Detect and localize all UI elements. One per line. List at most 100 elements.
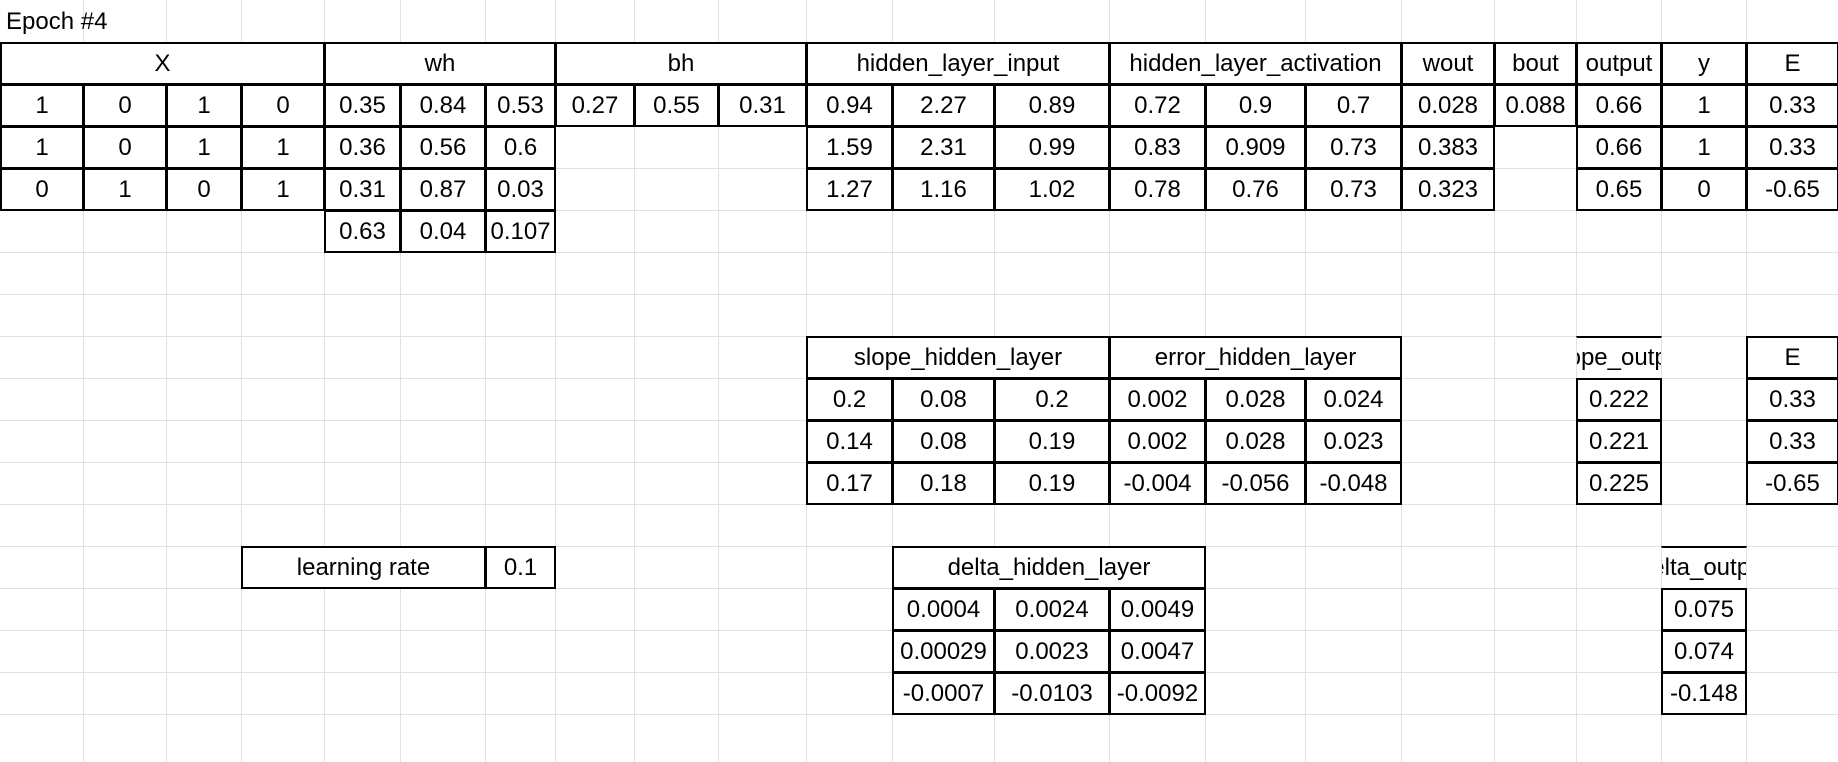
hidden-input-value-cell[interactable]: 0.89 [994,84,1110,127]
slope-output-value-cell[interactable]: 0.221 [1576,420,1662,463]
hidden-input-value-cell[interactable]: 0.94 [806,84,893,127]
delta-output-value-cell[interactable]: 0.075 [1661,588,1747,631]
slope-output-value-cell[interactable]: 0.222 [1576,378,1662,421]
delta-output-value-cell[interactable]: -0.148 [1661,672,1747,715]
header-slope-hidden-layer[interactable]: slope_hidden_layer [806,336,1110,379]
bout-value-cell[interactable]: 0.088 [1494,84,1577,127]
slope-hidden-value-cell[interactable]: 0.2 [994,378,1110,421]
error-hidden-value-cell[interactable]: -0.056 [1205,462,1306,505]
header-hidden-layer-activation[interactable]: hidden_layer_activation [1109,42,1402,85]
slope-hidden-value-cell[interactable]: 0.18 [892,462,995,505]
wh-value-cell[interactable]: 0.63 [324,210,401,253]
e-value-cell[interactable]: -0.65 [1746,168,1838,211]
wh-value-cell[interactable]: 0.84 [400,84,486,127]
output-value-cell[interactable]: 0.66 [1576,126,1662,169]
error-hidden-value-cell[interactable]: 0.002 [1109,378,1206,421]
wout-value-cell[interactable]: 0.323 [1401,168,1495,211]
x-value-cell[interactable]: 1 [166,84,242,127]
wh-value-cell[interactable]: 0.6 [485,126,556,169]
header-output[interactable]: output [1576,42,1662,85]
delta-hidden-value-cell[interactable]: -0.0092 [1109,672,1206,715]
delta-hidden-value-cell[interactable]: -0.0103 [994,672,1110,715]
delta-hidden-value-cell[interactable]: 0.0047 [1109,630,1206,673]
hidden-input-value-cell[interactable]: 1.59 [806,126,893,169]
hidden-input-value-cell[interactable]: 0.99 [994,126,1110,169]
delta-output-value-cell[interactable]: 0.074 [1661,630,1747,673]
wh-value-cell[interactable]: 0.56 [400,126,486,169]
wh-value-cell[interactable]: 0.35 [324,84,401,127]
error-hidden-value-cell[interactable]: 0.024 [1305,378,1402,421]
wout-value-cell[interactable]: 0.383 [1401,126,1495,169]
wh-value-cell[interactable]: 0.87 [400,168,486,211]
header-error-hidden-layer[interactable]: error_hidden_layer [1109,336,1402,379]
delta-hidden-value-cell[interactable]: -0.0007 [892,672,995,715]
e-copy-value-cell[interactable]: 0.33 [1746,378,1838,421]
delta-hidden-value-cell[interactable]: 0.0023 [994,630,1110,673]
slope-hidden-value-cell[interactable]: 0.19 [994,420,1110,463]
error-hidden-value-cell[interactable]: 0.002 [1109,420,1206,463]
error-hidden-value-cell[interactable]: 0.028 [1205,378,1306,421]
header-wout[interactable]: wout [1401,42,1495,85]
hidden-activation-value-cell[interactable]: 0.72 [1109,84,1206,127]
wh-value-cell[interactable]: 0.36 [324,126,401,169]
wout-value-cell[interactable]: 0.028 [1401,84,1495,127]
bh-value-cell[interactable]: 0.31 [718,84,807,127]
hidden-activation-value-cell[interactable]: 0.83 [1109,126,1206,169]
sheet-title-cell[interactable]: Epoch #4 [6,7,108,35]
header-bh[interactable]: bh [555,42,807,85]
output-value-cell[interactable]: 0.65 [1576,168,1662,211]
wh-value-cell[interactable]: 0.04 [400,210,486,253]
error-hidden-value-cell[interactable]: -0.004 [1109,462,1206,505]
hidden-input-value-cell[interactable]: 1.02 [994,168,1110,211]
x-value-cell[interactable]: 0 [83,126,167,169]
delta-hidden-value-cell[interactable]: 0.00029 [892,630,995,673]
x-value-cell[interactable]: 1 [241,126,325,169]
learning-rate-value[interactable]: 0.1 [485,546,556,589]
header-bout[interactable]: bout [1494,42,1577,85]
header-delta-output[interactable]: delta_output [1661,546,1747,589]
hidden-activation-value-cell[interactable]: 0.9 [1205,84,1306,127]
slope-hidden-value-cell[interactable]: 0.17 [806,462,893,505]
x-value-cell[interactable]: 1 [0,84,84,127]
y-value-cell[interactable]: 0 [1661,168,1747,211]
error-hidden-value-cell[interactable]: -0.048 [1305,462,1402,505]
header-slope-output[interactable]: slope_output [1576,336,1662,379]
hidden-activation-value-cell[interactable]: 0.73 [1305,126,1402,169]
slope-hidden-value-cell[interactable]: 0.19 [994,462,1110,505]
delta-hidden-value-cell[interactable]: 0.0049 [1109,588,1206,631]
bh-value-cell[interactable]: 0.27 [555,84,635,127]
hidden-activation-value-cell[interactable]: 0.909 [1205,126,1306,169]
slope-hidden-value-cell[interactable]: 0.2 [806,378,893,421]
x-value-cell[interactable]: 1 [0,126,84,169]
header-wh[interactable]: wh [324,42,556,85]
y-value-cell[interactable]: 1 [1661,126,1747,169]
header-x[interactable]: X [0,42,325,85]
wh-value-cell[interactable]: 0.53 [485,84,556,127]
hidden-input-value-cell[interactable]: 2.27 [892,84,995,127]
hidden-activation-value-cell[interactable]: 0.7 [1305,84,1402,127]
error-hidden-value-cell[interactable]: 0.023 [1305,420,1402,463]
slope-hidden-value-cell[interactable]: 0.08 [892,420,995,463]
output-value-cell[interactable]: 0.66 [1576,84,1662,127]
e-value-cell[interactable]: 0.33 [1746,84,1838,127]
learning-rate-label[interactable]: learning rate [241,546,486,589]
hidden-input-value-cell[interactable]: 1.16 [892,168,995,211]
hidden-input-value-cell[interactable]: 2.31 [892,126,995,169]
x-value-cell[interactable]: 0 [241,84,325,127]
header-hidden-layer-input[interactable]: hidden_layer_input [806,42,1110,85]
hidden-activation-value-cell[interactable]: 0.78 [1109,168,1206,211]
header-e-copy[interactable]: E [1746,336,1838,379]
x-value-cell[interactable]: 0 [166,168,242,211]
slope-output-value-cell[interactable]: 0.225 [1576,462,1662,505]
x-value-cell[interactable]: 1 [166,126,242,169]
hidden-input-value-cell[interactable]: 1.27 [806,168,893,211]
x-value-cell[interactable]: 0 [83,84,167,127]
hidden-activation-value-cell[interactable]: 0.76 [1205,168,1306,211]
header-delta-hidden-layer[interactable]: delta_hidden_layer [892,546,1206,589]
slope-hidden-value-cell[interactable]: 0.14 [806,420,893,463]
delta-hidden-value-cell[interactable]: 0.0024 [994,588,1110,631]
slope-hidden-value-cell[interactable]: 0.08 [892,378,995,421]
x-value-cell[interactable]: 1 [83,168,167,211]
e-copy-value-cell[interactable]: 0.33 [1746,420,1838,463]
